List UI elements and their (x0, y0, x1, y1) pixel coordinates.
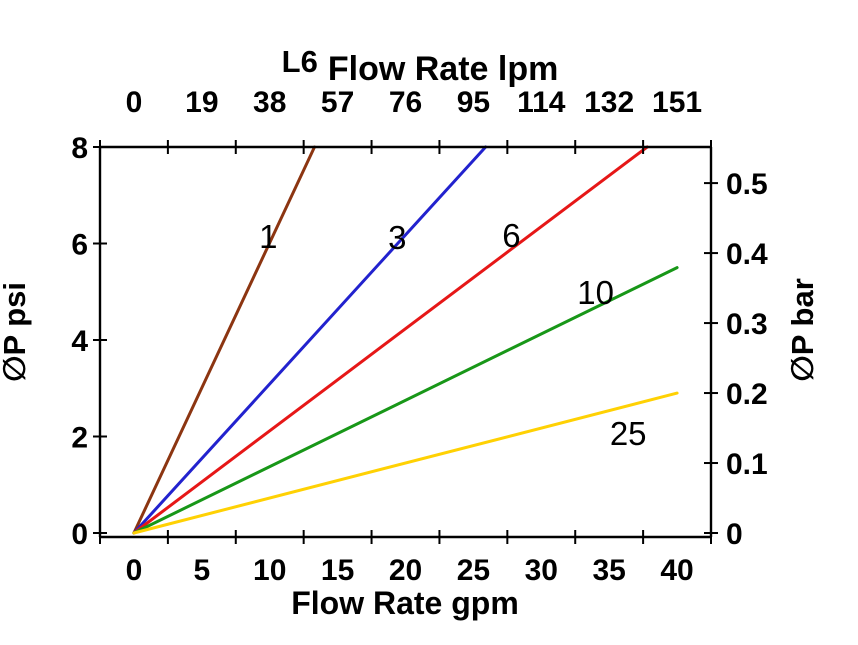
chart-title: L6 Flow Rate lpm (282, 44, 559, 88)
right-axis: 0 0.1 0.2 0.3 0.4 0.5 (704, 168, 768, 551)
bottom-axis-tick-label: 35 (592, 554, 625, 587)
bottom-axis-tick-label: 5 (193, 554, 210, 587)
series-line-3 (132, 145, 488, 535)
bottom-axis-tick-label: 10 (253, 554, 286, 587)
right-axis-tick-label: 0.4 (726, 238, 768, 271)
top-axis-tick-label: 19 (185, 86, 218, 119)
curve-labels: 1 3 6 10 25 (259, 217, 646, 452)
bottom-axis-tick-label: 15 (321, 554, 354, 587)
top-axis-tick-label: 132 (584, 86, 634, 119)
left-axis: 0 2 4 6 8 (71, 132, 107, 551)
series-label-25: 25 (610, 415, 647, 452)
series-lines (132, 145, 679, 535)
right-axis-tick-label: 0.5 (726, 168, 768, 201)
left-axis-tick-label: 4 (71, 325, 88, 358)
top-axis-tick-label: 0 (126, 86, 143, 119)
left-axis-tick-label: 2 (71, 422, 88, 455)
right-axis-tick-label: 0.1 (726, 448, 768, 481)
series-label-3: 3 (388, 219, 406, 256)
right-axis-tick-label: 0.3 (726, 308, 768, 341)
left-axis-tick-label: 0 (71, 518, 88, 551)
bottom-axis-tick-label: 20 (389, 554, 422, 587)
top-axis-tick-label: 95 (457, 86, 490, 119)
left-axis-tick-label: 6 (71, 229, 88, 262)
right-axis-tick-label: 0 (726, 518, 743, 551)
x-axis-ticks (99, 140, 712, 544)
bottom-axis-tick-label: 30 (525, 554, 558, 587)
series-line-6 (132, 145, 649, 535)
series-line-10 (132, 266, 679, 535)
left-axis-title: ∅P psi (0, 282, 32, 382)
top-axis-title: Flow Rate lpm (328, 50, 558, 88)
top-axis-tick-label: 114 (517, 86, 566, 119)
bottom-axis-tick-labels: 0 5 10 15 20 25 30 35 40 (126, 554, 694, 587)
bottom-axis-tick-label: 25 (457, 554, 490, 587)
right-axis-title: ∅P bar (785, 278, 820, 382)
plot-frame (98, 145, 713, 539)
series-label-10: 10 (577, 274, 614, 311)
right-axis-tick-label: 0.2 (726, 378, 768, 411)
bottom-axis-tick-label: 40 (660, 554, 693, 587)
top-axis-tick-label: 57 (321, 86, 354, 119)
series-label-1: 1 (259, 218, 277, 255)
top-axis-tick-label: 76 (389, 86, 422, 119)
top-axis-tick-label: 38 (253, 86, 286, 119)
series-label-6: 6 (502, 217, 520, 254)
bottom-axis-tick-label: 0 (126, 554, 143, 587)
model-label: L6 (282, 44, 318, 79)
bottom-axis-title: Flow Rate gpm (291, 585, 519, 621)
series-line-1 (132, 145, 316, 535)
series-line-25 (132, 391, 679, 535)
left-axis-tick-label: 8 (71, 132, 88, 165)
top-axis-tick-labels: 0 19 38 57 76 95 114 132 151 (126, 86, 702, 119)
top-axis-tick-label: 151 (652, 86, 702, 119)
